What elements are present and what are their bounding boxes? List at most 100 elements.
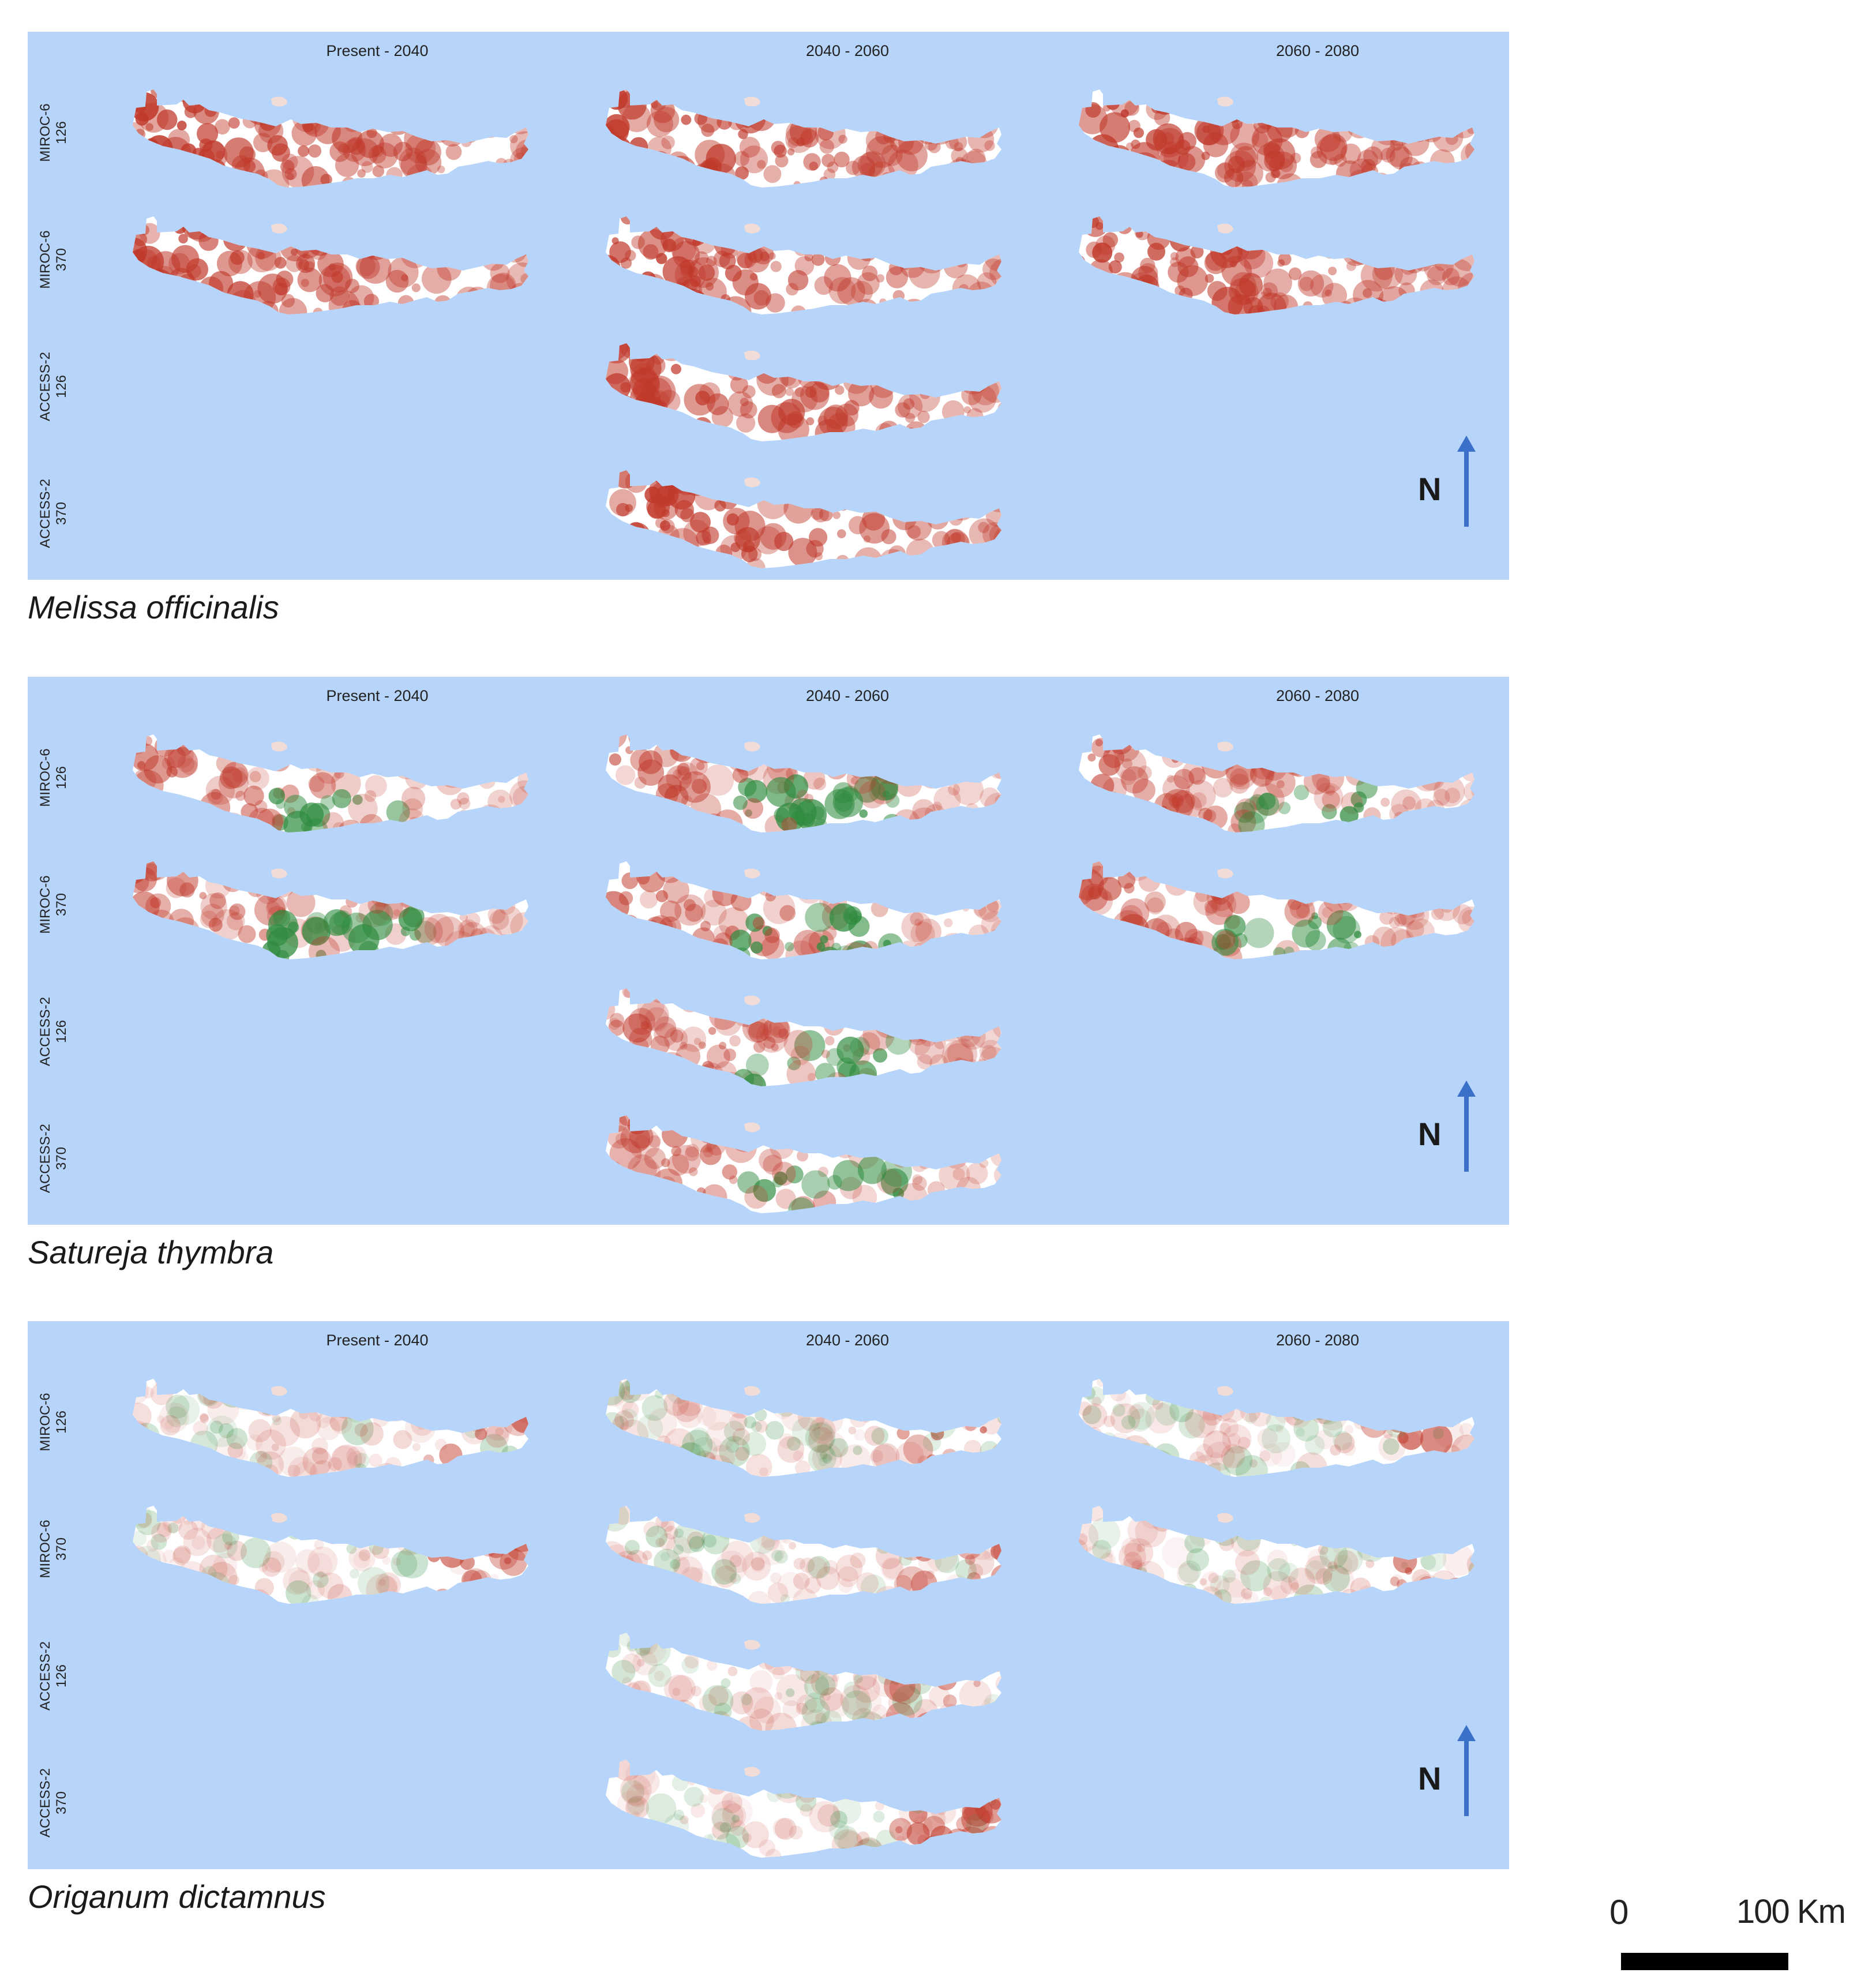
suitability-patch (1345, 1388, 1361, 1404)
suitability-patch (792, 1126, 808, 1142)
suitability-patch (906, 1822, 930, 1846)
suitability-patch (736, 1633, 746, 1642)
suitability-patch (908, 98, 929, 119)
suitability-patch (506, 299, 528, 314)
suitability-patch (617, 1115, 639, 1127)
suitability-patch (133, 1422, 147, 1440)
suitability-patch (1079, 104, 1108, 134)
suitability-patch (1385, 1379, 1401, 1392)
islet (744, 1767, 760, 1777)
suitability-patch (172, 1547, 191, 1565)
suitability-patch (1201, 1571, 1222, 1592)
suitability-patch (817, 1431, 846, 1461)
suitability-patch (269, 1416, 301, 1447)
suitability-patch (748, 1021, 770, 1043)
suitability-patch (921, 1016, 941, 1036)
suitability-patch (211, 789, 222, 800)
suitability-patch (1083, 1506, 1106, 1522)
suitability-patch (664, 548, 676, 560)
suitability-patch (1319, 876, 1345, 902)
suitability-patch (417, 1419, 427, 1430)
suitability-patch (282, 216, 314, 244)
suitability-patch (321, 734, 348, 751)
suitability-patch (510, 131, 528, 161)
suitability-patch (696, 1197, 712, 1213)
suitability-patch (797, 789, 809, 801)
suitability-patch (1443, 1544, 1474, 1576)
suitability-patch (386, 167, 403, 184)
suitability-patch (792, 362, 804, 374)
suitability-patch (899, 299, 929, 314)
suitability-patch (494, 813, 516, 832)
suitability-patch (1333, 1431, 1353, 1450)
suitability-patch (1250, 102, 1270, 121)
suitability-patch (633, 1769, 660, 1795)
suitability-patch (207, 789, 223, 805)
suitability-patch (327, 114, 336, 124)
arrow-shaft (1464, 448, 1469, 527)
suitability-patch (1098, 877, 1122, 901)
suitability-patch (1001, 1679, 1013, 1690)
suitability-patch (856, 1689, 882, 1715)
suitability-patch (1349, 1463, 1375, 1477)
suitability-patch (445, 144, 462, 160)
suitability-patch (430, 1535, 445, 1550)
suitability-patch (670, 1715, 690, 1731)
suitability-patch (680, 264, 695, 279)
suitability-patch (1121, 766, 1149, 794)
suitability-patch (876, 1005, 907, 1036)
suitability-patch (1191, 861, 1207, 876)
suitability-patch (449, 1379, 476, 1405)
suitability-patch (744, 780, 767, 803)
suitability-patch (804, 1577, 821, 1594)
suitability-patch (1441, 276, 1473, 307)
suitability-patch (622, 1401, 639, 1419)
suitability-patch (853, 1675, 880, 1703)
suitability-patch (493, 734, 509, 747)
suitability-patch (164, 1506, 184, 1516)
suitability-patch (606, 936, 616, 959)
suitability-patch (687, 266, 699, 277)
crete-map (133, 89, 528, 187)
suitability-patch (907, 867, 916, 875)
suitability-patch (267, 135, 288, 156)
suitability-patch (1305, 1379, 1335, 1401)
suitability-patch (1135, 230, 1143, 238)
suitability-patch (1319, 133, 1348, 162)
suitability-patch (490, 263, 510, 283)
suitability-patch (947, 118, 967, 138)
suitability-patch (904, 1760, 921, 1769)
suitability-patch (606, 407, 616, 420)
suitability-patch (693, 1037, 701, 1045)
suitability-patch (770, 1572, 782, 1584)
suitability-patch (530, 920, 539, 929)
suitability-patch (781, 1115, 796, 1130)
suitability-patch (971, 489, 986, 504)
suitability-patch (998, 1762, 1001, 1773)
suitability-patch (808, 1427, 834, 1453)
suitability-patch (1437, 946, 1452, 959)
suitability-patch (388, 1525, 405, 1542)
suitability-patch (661, 1158, 670, 1168)
suitability-patch (414, 138, 441, 166)
suitability-patch (832, 1795, 861, 1824)
suitability-patch (1349, 158, 1374, 182)
suitability-patch (1406, 1459, 1435, 1477)
suitability-patch (978, 1833, 1001, 1858)
suitability-patch (1295, 950, 1309, 959)
suitability-patch (155, 1379, 185, 1395)
suitability-patch (800, 129, 819, 148)
suitability-patch (180, 1575, 205, 1600)
suitability-patch (691, 864, 711, 883)
suitability-patch (1145, 891, 1166, 913)
suitability-patch (702, 988, 725, 1002)
suitability-patch (607, 1635, 617, 1645)
suitability-patch (1087, 287, 1102, 302)
suitability-patch (1439, 737, 1450, 748)
suitability-patch (1333, 1546, 1341, 1554)
suitability-patch (1346, 261, 1356, 271)
suitability-patch (177, 121, 187, 130)
suitability-patch (722, 1797, 753, 1827)
suitability-patch (166, 1394, 190, 1419)
suitability-patch (675, 473, 697, 496)
